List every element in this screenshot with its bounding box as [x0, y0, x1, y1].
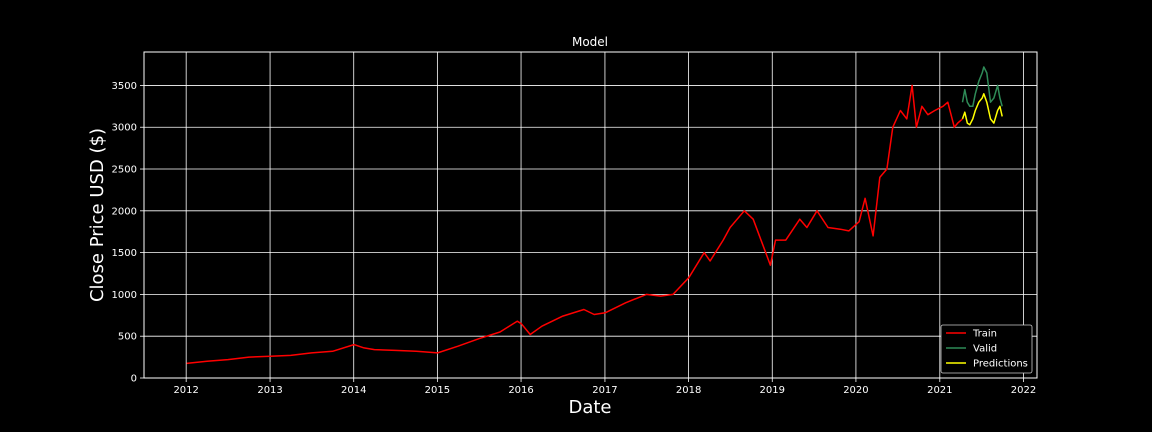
- y-tick-label: 1000: [112, 290, 137, 301]
- y-tick-label: 3000: [112, 123, 137, 134]
- series-line-valid: [961, 66, 1003, 108]
- y-tick-label: 500: [118, 332, 137, 343]
- x-tick-label: 2021: [927, 385, 952, 396]
- axis-ticks: 2012 2013 2014 2015 2016 2017 2018 2019 2020 2021…: [112, 81, 1037, 396]
- x-tick-label: 2015: [425, 385, 450, 396]
- series-line-train: [186, 84, 963, 365]
- x-tick-label: 2019: [760, 385, 785, 396]
- legend-box: [940, 324, 1033, 374]
- x-tick-label: 2012: [173, 385, 198, 396]
- y-tick-label: 1500: [112, 248, 137, 259]
- chart-title: Model: [572, 35, 608, 49]
- plot-area-frame: [143, 51, 1038, 379]
- x-axis-title: Date: [568, 397, 611, 418]
- legend-label-predictions: Predictions: [973, 359, 1028, 370]
- x-tick-label: 2022: [1011, 385, 1036, 396]
- legend: Train Valid Predictions: [940, 324, 1033, 374]
- x-tick-label: 2013: [257, 385, 282, 396]
- legend-label-train: Train: [972, 329, 997, 340]
- x-tick-label: 2018: [676, 385, 701, 396]
- series-line-predictions: [961, 93, 1003, 126]
- y-tick-label: 3500: [112, 81, 137, 92]
- legend-items: Train Valid Predictions: [946, 329, 1028, 370]
- series-lines: [186, 66, 1003, 365]
- x-tick-label: 2016: [508, 385, 533, 396]
- y-tick-label: 2000: [112, 206, 137, 217]
- y-tick-label: 2500: [112, 165, 137, 176]
- x-tick-label: 2017: [592, 385, 617, 396]
- y-axis-title: Close Price USD ($): [87, 128, 108, 302]
- legend-label-valid: Valid: [973, 344, 997, 355]
- x-tick-label: 2020: [843, 385, 868, 396]
- y-tick-label: 0: [131, 374, 137, 385]
- grid: [144, 52, 1037, 379]
- x-tick-label: 2014: [341, 385, 366, 396]
